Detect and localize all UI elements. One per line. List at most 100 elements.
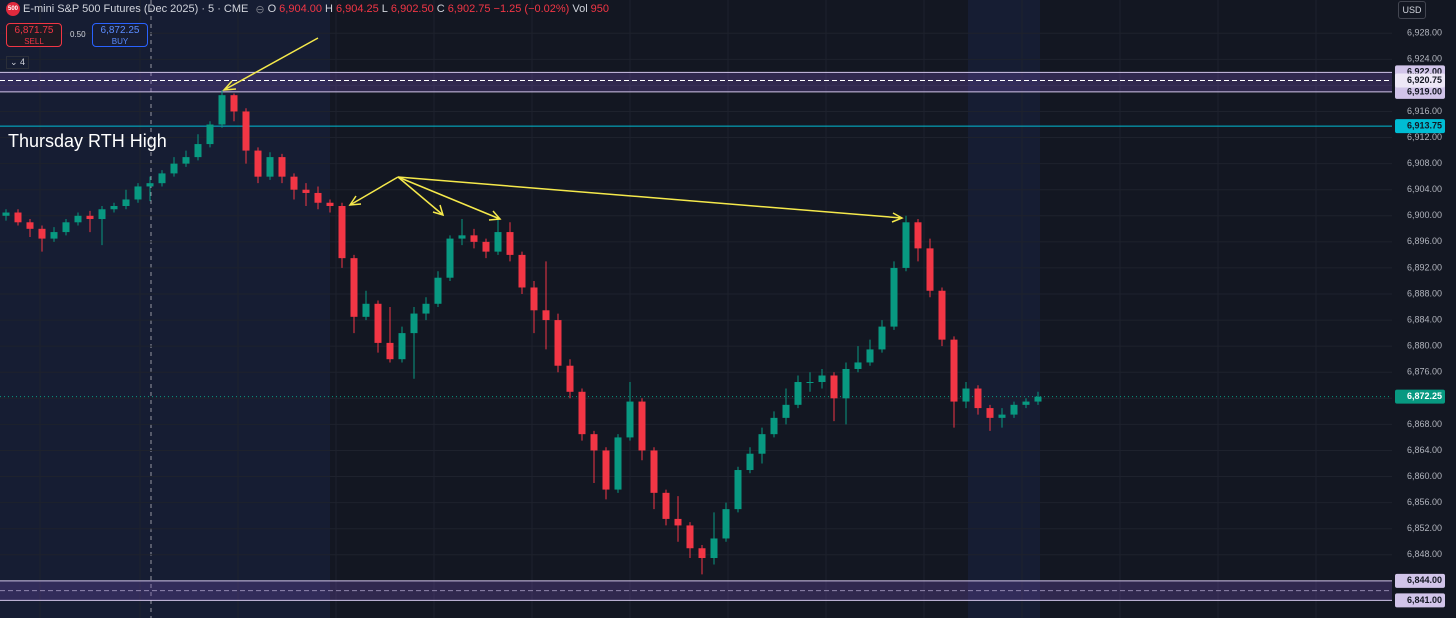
candle-body	[806, 382, 814, 384]
buy-button[interactable]: 6,872.25 BUY	[92, 23, 148, 47]
candle-body	[698, 548, 706, 559]
y-tick-label: 6,884.00	[1407, 314, 1442, 324]
price-tag	[1395, 84, 1445, 99]
candle-body	[314, 192, 322, 203]
session-shade	[0, 0, 330, 618]
candle-body	[854, 362, 862, 369]
candle-body	[146, 183, 154, 187]
candle-body	[446, 238, 454, 278]
price-tag-label: 6,920.75	[1407, 75, 1442, 85]
y-tick-label: 6,924.00	[1407, 54, 1442, 64]
candle-body	[158, 173, 166, 184]
candle-body	[182, 157, 190, 164]
candle-body	[38, 228, 46, 239]
sell-button[interactable]: 6,871.75 SELL	[6, 23, 62, 47]
candle-body	[230, 95, 238, 112]
y-tick-label: 6,904.00	[1407, 184, 1442, 194]
candle-body	[782, 404, 790, 418]
price-axis	[1392, 0, 1456, 618]
candle-body	[290, 176, 298, 190]
ohlc-key: L	[381, 3, 388, 15]
candle-body	[602, 450, 610, 490]
candle-body	[878, 326, 886, 350]
price-tag	[1395, 119, 1445, 134]
candle-body	[242, 111, 250, 151]
ohlc-value: 6,904.00	[279, 3, 322, 15]
candle-body	[494, 232, 502, 252]
layers-toggle[interactable]: ⌄ 4	[6, 56, 30, 69]
y-tick-label: 6,892.00	[1407, 262, 1442, 272]
candle-body	[1022, 401, 1030, 405]
eye-icon: ⊖	[255, 3, 265, 16]
layers-count: 4	[20, 57, 26, 67]
price-tag	[1395, 73, 1445, 88]
price-tag	[1395, 389, 1445, 404]
candle-body	[890, 267, 898, 327]
candle-body	[518, 254, 526, 288]
ohlc-value: 6,904.25	[335, 3, 379, 15]
y-tick-label: 6,900.00	[1407, 210, 1442, 220]
candle-body	[674, 518, 682, 526]
candle-body	[326, 202, 334, 206]
candle-body	[866, 349, 874, 363]
price-tag	[1395, 593, 1445, 608]
candle-body	[962, 388, 970, 402]
candle-body	[134, 186, 142, 200]
ohlc-key: O	[267, 3, 277, 15]
candle-body	[950, 339, 958, 402]
candle-body	[974, 388, 982, 409]
candle-body	[530, 287, 538, 311]
candle-body	[986, 408, 994, 418]
y-tick-label: 6,864.00	[1407, 445, 1442, 455]
buy-label: BUY	[111, 37, 129, 46]
candle-body	[902, 222, 910, 268]
y-tick-label: 6,896.00	[1407, 236, 1442, 246]
candle-body	[746, 453, 754, 471]
candle-body	[710, 538, 718, 559]
candle-body	[914, 222, 922, 249]
candle-body	[122, 199, 130, 206]
candle-body	[722, 509, 730, 539]
candle-body	[170, 163, 178, 174]
candle-body	[638, 401, 646, 451]
candle-body	[362, 303, 370, 317]
candle-body	[542, 310, 550, 321]
candle-body	[842, 368, 850, 399]
header: 500 E-mini S&P 500 Futures (Dec 2025) · …	[6, 2, 609, 16]
y-tick-label: 6,908.00	[1407, 158, 1442, 168]
ohlc-key: H	[325, 3, 333, 15]
candle-body	[350, 258, 358, 317]
price-tag-label: 6,841.00	[1407, 595, 1442, 605]
candle-body	[14, 212, 22, 223]
y-tick-label: 6,852.00	[1407, 523, 1442, 533]
candle-body	[566, 365, 574, 392]
y-tick-label: 6,888.00	[1407, 288, 1442, 298]
candle-body	[374, 303, 382, 343]
price-tag-label: 6,872.25	[1407, 391, 1442, 401]
candle-body	[470, 235, 478, 242]
candle-body	[386, 342, 394, 360]
candle-body	[458, 235, 466, 239]
symbol: E-mini S&P 500 Futures (Dec 2025) · 5 · …	[23, 3, 249, 15]
candle-body	[86, 215, 94, 220]
candle-body	[770, 417, 778, 435]
candle-body	[662, 492, 670, 519]
vol-key: Vol	[572, 3, 588, 15]
annotation-arrows	[222, 37, 904, 223]
candle-body	[794, 382, 802, 405]
candle-body	[422, 303, 430, 314]
candle-body	[110, 206, 118, 210]
price-tag-label: 6,922.00	[1407, 67, 1442, 77]
candle-body	[1010, 404, 1018, 415]
candle-body	[218, 95, 226, 125]
ohlc-key: C	[436, 3, 445, 15]
candle-body	[998, 414, 1006, 418]
candle-body	[554, 320, 562, 366]
candle-body	[590, 434, 598, 451]
candle-body	[2, 212, 10, 216]
candle-body	[938, 290, 946, 340]
candle-body	[194, 144, 202, 158]
currency[interactable]: USD	[1398, 1, 1426, 19]
candle-body	[650, 450, 658, 493]
candle-body	[62, 222, 70, 233]
